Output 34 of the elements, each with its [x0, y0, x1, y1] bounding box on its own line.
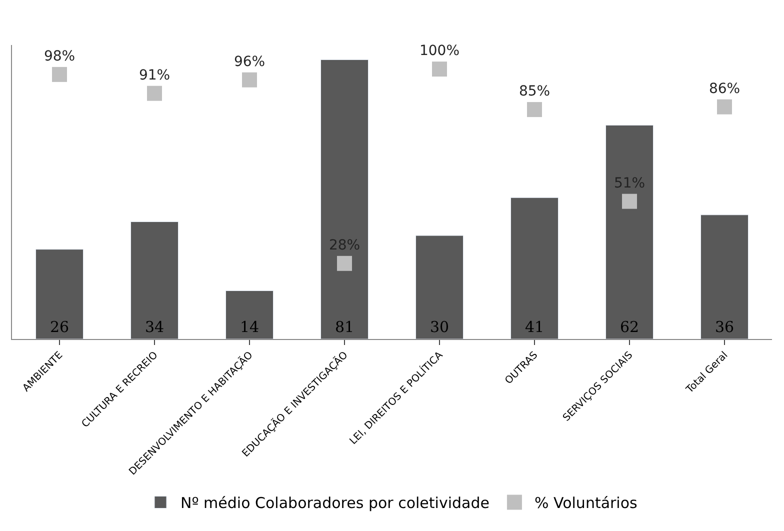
legend-label: % Voluntários [534, 494, 638, 512]
data-label: 85% [518, 84, 550, 100]
data-label: 30 [430, 318, 450, 336]
point [622, 194, 637, 209]
bar [700, 214, 748, 339]
data-label: 36 [714, 318, 734, 336]
data-label: 96% [234, 54, 266, 70]
point [52, 66, 67, 82]
point [242, 72, 257, 88]
bar [226, 290, 274, 339]
bar [606, 124, 654, 339]
data-label: 41 [524, 318, 544, 336]
data-label: 34 [144, 318, 164, 336]
point [527, 102, 542, 118]
bar [416, 235, 464, 339]
data-label: 100% [419, 43, 460, 60]
bar [36, 249, 84, 339]
data-label: 14 [240, 318, 260, 336]
data-label: 62 [620, 318, 640, 336]
data-label: 81 [334, 318, 354, 336]
point [337, 256, 352, 271]
data-label: 86% [708, 80, 740, 97]
point [147, 86, 162, 101]
point [432, 62, 447, 77]
data-label: 98% [44, 48, 76, 65]
data-label: 28% [328, 238, 360, 254]
bar [130, 222, 178, 339]
legend-label: Nº médio Colaboradores por coletividade [180, 494, 490, 512]
point [717, 99, 732, 114]
data-label: 26 [50, 318, 70, 336]
data-label: 91% [138, 67, 170, 84]
bar [510, 197, 558, 339]
data-label: 51% [614, 175, 646, 192]
bar [320, 59, 368, 339]
